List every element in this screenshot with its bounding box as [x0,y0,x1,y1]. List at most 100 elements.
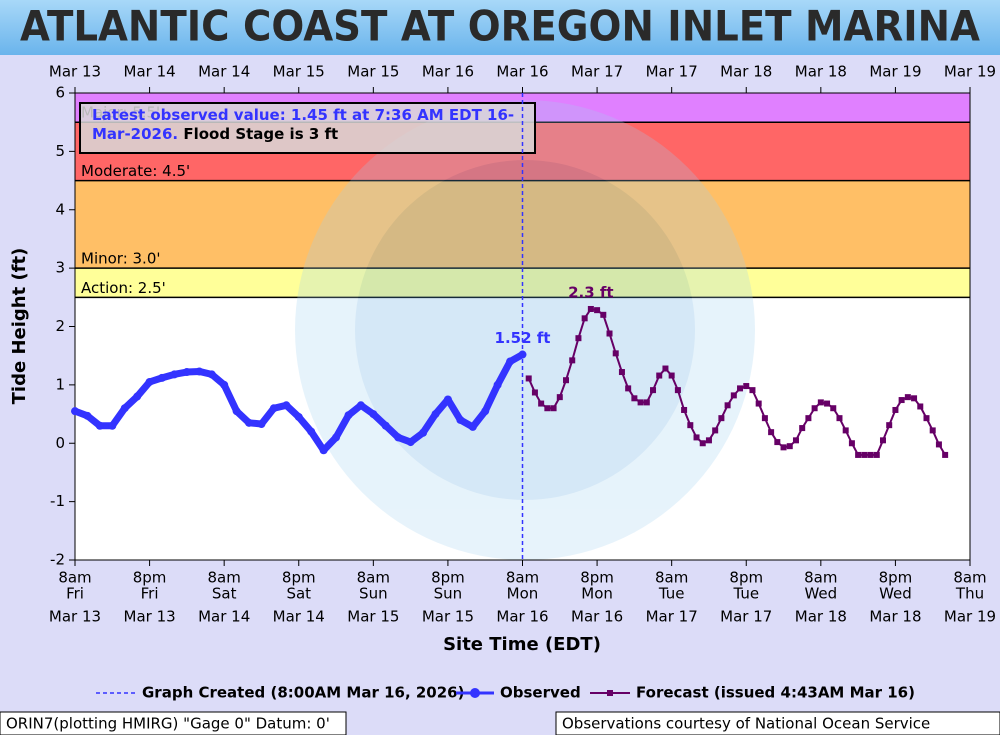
top-x-tick-label: Mar 16 [422,63,474,81]
y-tick-label: 0 [55,434,65,452]
forecast-point [817,399,824,406]
x-tick-label: 8am [207,569,240,587]
observed-point [307,427,316,436]
forecast-point [612,350,619,357]
observed-point [195,367,204,376]
observed-point [381,421,390,430]
forecast-point [730,392,737,399]
observed-point [182,368,191,377]
observed-point [120,404,129,413]
forecast-point [650,387,657,394]
forecast-point [786,443,793,450]
x-tick-label: 8am [506,569,539,587]
x-tick-day: Fri [141,585,159,603]
x-tick-date: Mar 18 [795,608,847,626]
forecast-point [749,387,756,394]
forecast-point [681,406,688,413]
forecast-point [693,434,700,441]
forecast-point [724,402,731,409]
forecast-point [563,377,570,384]
info-text: Latest observed value: 1.45 ft at 7:36 A… [92,106,532,144]
top-x-tick-label: Mar 15 [273,63,325,81]
x-tick-day: Wed [879,585,912,603]
observed-point [232,407,241,416]
forecast-point [575,335,582,342]
annotation: 2.3 ft [568,283,614,301]
x-tick-date: Mar 14 [273,608,325,626]
info-box: Latest observed value: 1.45 ft at 7:36 A… [79,102,536,154]
observed-point [257,419,266,428]
legend-forecast: Forecast (issued 4:43AM Mar 16) [636,684,915,702]
observed-point [269,404,278,413]
x-tick-date: Mar 13 [124,608,176,626]
forecast-point [898,397,905,404]
observed-point [133,392,142,401]
forecast-point [737,385,744,392]
forecast-point [780,444,787,451]
forecast-point [594,307,601,314]
annotation: 1.52 ft [495,329,551,347]
observed-point [170,370,179,379]
forecast-point [911,395,918,402]
x-tick-day: Sat [212,585,237,603]
info-text-block: Latest observed value: 1.45 ft at 7:36 A… [92,106,532,144]
x-tick-label: 8am [655,569,688,587]
forecast-point [606,330,613,337]
forecast-point [942,451,949,458]
flood-label: Action: 2.5' [81,279,166,297]
y-tick-label: 4 [55,200,65,218]
x-tick-day: Tue [658,585,685,603]
forecast-point [687,422,694,429]
x-tick-day: Sun [359,585,388,603]
x-tick-date: Mar 16 [571,608,623,626]
top-x-tick-label: Mar 14 [124,63,176,81]
forecast-point [842,427,849,434]
flood-band [75,180,970,269]
observed-point [207,370,216,379]
y-axis-label: Tide Height (ft) [9,248,30,405]
observed-point [71,407,79,416]
forecast-point [799,425,806,432]
forecast-point [550,405,557,412]
x-tick-label: 8am [953,569,986,587]
forecast-point [718,415,725,422]
chart-title: ATLANTIC COAST AT OREGON INLET MARINA [20,2,980,51]
observed-point [456,415,465,424]
x-tick-label: 8am [804,569,837,587]
top-x-tick-label: Mar 19 [869,63,921,81]
forecast-point [805,415,812,422]
legend-observed-marker [470,688,480,698]
y-tick-label: 6 [55,84,65,102]
forecast-point [904,394,911,401]
x-tick-date: Mar 15 [347,608,399,626]
x-tick-date: Mar 18 [869,608,921,626]
forecast-point [587,305,594,312]
forecast-point [544,405,551,412]
x-tick-label: 8pm [729,569,763,587]
x-tick-label: 8pm [580,569,614,587]
observed-point [294,412,303,421]
x-tick-date: Mar 19 [944,608,996,626]
observed-point [220,380,229,389]
forecast-point [743,383,750,390]
x-axis-label: Site Time (EDT) [443,634,601,655]
forecast-point [531,389,538,396]
forecast-point [855,451,862,458]
x-tick-date: Mar 14 [198,608,250,626]
forecast-point [929,427,936,434]
forecast-point [525,375,532,382]
x-tick-label: 8pm [879,569,913,587]
observed-point [245,418,254,427]
forecast-point [643,399,650,406]
top-x-tick-label: Mar 19 [944,63,996,81]
forecast-point [811,405,818,412]
y-tick-label: -2 [50,551,65,569]
watermark [295,100,755,560]
title-banner [0,0,1000,55]
observed-point [108,421,117,430]
forecast-point [755,400,762,407]
forecast-point [768,429,775,436]
forecast-point [867,451,874,458]
forecast-point [625,385,632,392]
